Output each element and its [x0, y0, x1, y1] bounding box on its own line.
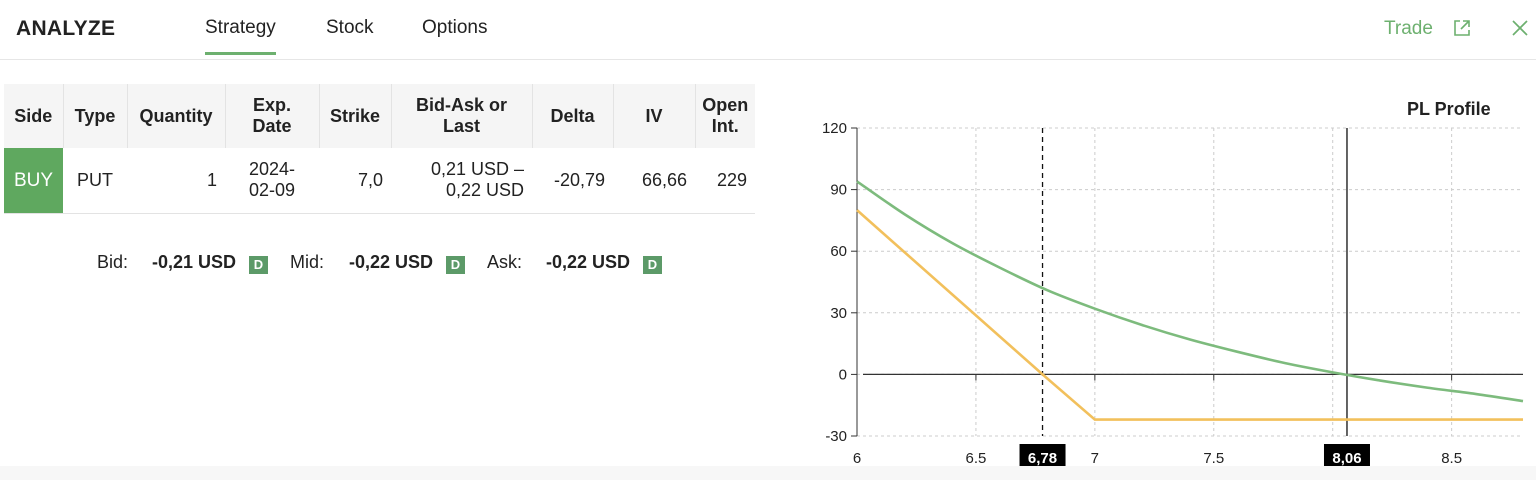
ask-value: -0,22 USD	[546, 252, 631, 272]
strike-cell: 7,0	[319, 148, 391, 214]
type-cell: PUT	[63, 148, 127, 214]
strategy-legs-table: Side Type Quantity Exp. Date Strike Bid-A…	[4, 84, 755, 214]
y-tick-label: 90	[830, 182, 847, 199]
tab-options[interactable]: Options	[422, 17, 488, 38]
series-line-pl-expiry	[856, 209, 1523, 421]
x-tick-label: 6.5	[965, 450, 986, 467]
bid-d-badge: D	[249, 256, 268, 274]
mid-label: Mid:	[290, 252, 325, 272]
mid-value: -0,22 USD	[349, 252, 434, 272]
series-line-pl-today	[856, 180, 1524, 403]
tab-strategy[interactable]: Strategy	[205, 17, 276, 55]
ask-d-badge: D	[643, 256, 662, 274]
marker-label: 8,06	[1332, 450, 1361, 467]
y-tick-label: 60	[830, 243, 847, 260]
y-tick-label: 120	[822, 120, 847, 137]
bid-ask-cell: 0,21 USD –0,22 USD	[391, 148, 532, 214]
trade-link[interactable]: Trade	[1384, 18, 1433, 39]
table-row[interactable]: BUY PUT 1 2024- 02-09 7,0 0,21 USD –0,22 …	[4, 148, 755, 214]
x-tick-label: 7	[1091, 450, 1099, 467]
col-iv: IV	[613, 84, 696, 148]
marker-label: 6,78	[1028, 450, 1057, 467]
chart-title: PL Profile	[1407, 99, 1491, 119]
exp-date-cell: 2024- 02-09	[225, 148, 319, 214]
ask-label: Ask:	[487, 252, 523, 272]
col-exp-date: Exp. Date	[225, 84, 320, 148]
col-type: Type	[63, 84, 128, 148]
bid-label: Bid:	[97, 252, 129, 272]
col-quantity: Quantity	[127, 84, 226, 148]
close-icon[interactable]	[1510, 18, 1530, 38]
iv-cell: 66,66	[613, 148, 695, 214]
x-tick-label: 6	[853, 450, 861, 467]
open-int-cell: 229	[695, 148, 755, 214]
col-bid-ask: Bid-Ask or Last	[391, 84, 533, 148]
app-title: ANALYZE	[16, 17, 116, 40]
external-link-icon[interactable]	[1452, 18, 1472, 38]
col-strike: Strike	[319, 84, 392, 148]
bottom-edge	[0, 466, 1536, 480]
y-tick-label: 30	[830, 305, 847, 322]
table-header-row: Side Type Quantity Exp. Date Strike Bid-A…	[4, 84, 755, 148]
y-tick-label: -30	[825, 428, 847, 445]
delta-cell: -20,79	[532, 148, 613, 214]
x-tick-label: 8.5	[1441, 450, 1462, 467]
col-side: Side	[4, 84, 64, 148]
marker-label-box	[1019, 444, 1066, 469]
bid-value: -0,21 USD	[152, 252, 237, 272]
y-tick-label: 0	[839, 366, 847, 383]
tab-stock[interactable]: Stock	[326, 17, 374, 38]
mid-d-badge: D	[446, 256, 465, 274]
side-buy-cell[interactable]: BUY	[4, 148, 63, 214]
quantity-cell: 1	[127, 148, 225, 214]
col-open-int: Open Int.	[695, 84, 755, 148]
marker-label-box	[1323, 444, 1370, 469]
quote-summary: Bid: -0,21 USD D Mid: -0,22 USD D Ask: -…	[0, 252, 760, 282]
header-bar: ANALYZE Strategy Stock Options Trade	[0, 0, 1536, 60]
pl-profile-chart[interactable]: 120 90 60 30 0 -30 6 6.5 7 7.5 8.5 6,78 8,06	[790, 84, 1536, 480]
x-tick-label: 7.5	[1203, 450, 1224, 467]
col-delta: Delta	[532, 84, 614, 148]
